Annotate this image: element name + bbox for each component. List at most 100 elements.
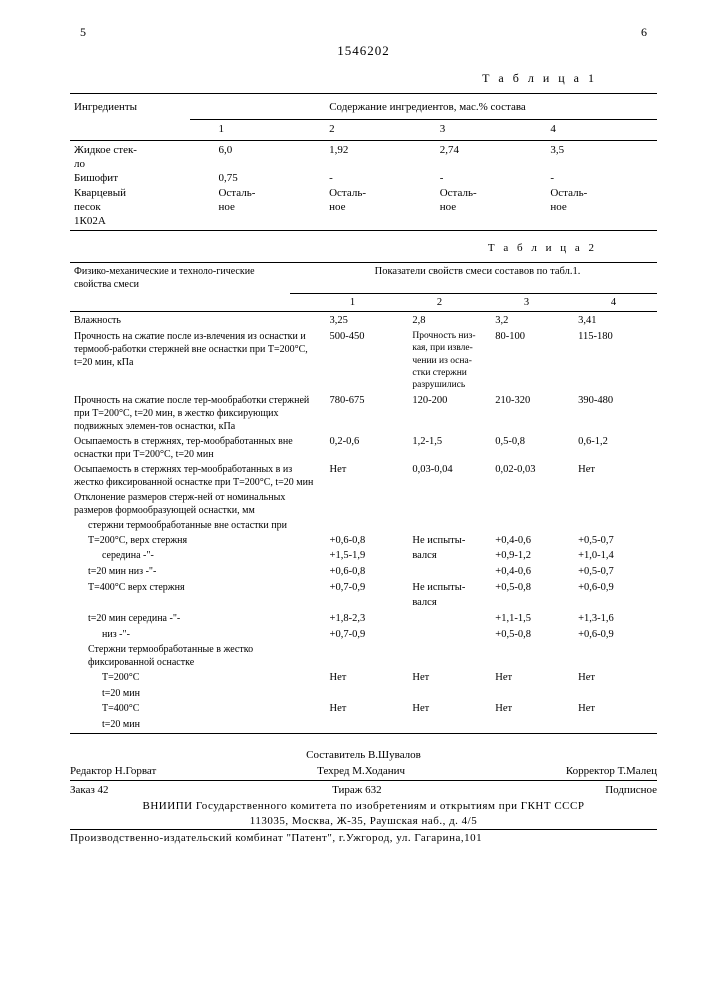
t1-label: Кварцевый xyxy=(70,186,214,200)
t2-val: +0,5-0,8 xyxy=(491,627,574,643)
t2-val xyxy=(491,595,574,611)
t1-label: 1К02А xyxy=(70,214,214,228)
t1-val: 2,74 xyxy=(436,143,547,157)
t2-val: 3,25 xyxy=(326,313,409,329)
t1-val: ное xyxy=(436,200,547,214)
t2-val: Не испыты- xyxy=(408,580,491,596)
t2-val xyxy=(326,595,409,611)
t2-label: Осыпаемость в стержнях тер-мообработанны… xyxy=(70,462,326,490)
rule xyxy=(70,230,657,231)
footer: Составитель В.Шувалов Редактор Н.Горват … xyxy=(70,748,657,846)
t1-head-left: Ингредиенты xyxy=(70,96,198,118)
rule xyxy=(70,829,657,830)
t2-val xyxy=(326,717,409,732)
t2-label: t=20 мин середина -"- xyxy=(70,611,326,627)
t1-val: ное xyxy=(325,200,436,214)
order-num: Заказ 42 xyxy=(70,783,109,797)
t2-val: 500-450 xyxy=(326,329,409,393)
t2-label: Прочность на сжатие после тер-мообработк… xyxy=(70,393,326,434)
t1-val: Осталь- xyxy=(546,186,657,200)
t2-val xyxy=(491,717,574,732)
t2-val: +0,7-0,9 xyxy=(326,627,409,643)
table1-cols: 1 2 3 4 xyxy=(70,121,657,137)
t2-val xyxy=(408,564,491,580)
t2-val: 780-675 xyxy=(326,393,409,434)
t2-val: +0,4-0,6 xyxy=(491,533,574,549)
t2-val xyxy=(491,686,574,701)
t2-label: Т=200°С xyxy=(70,670,326,686)
rule xyxy=(190,119,657,120)
t2-val: 210-320 xyxy=(491,393,574,434)
t2-val xyxy=(408,611,491,627)
t1-val xyxy=(325,157,436,171)
t2-val xyxy=(574,518,657,533)
page-num-left: 5 xyxy=(80,25,86,41)
t1-val xyxy=(214,157,325,171)
t2-val: Нет xyxy=(574,462,657,490)
t1-col: 2 xyxy=(325,121,436,137)
tirazh: Тираж 632 xyxy=(332,783,382,797)
t2-col: 2 xyxy=(396,295,483,311)
t1-val xyxy=(436,157,547,171)
t2-val: +0,5-0,7 xyxy=(574,564,657,580)
t1-val: Осталь- xyxy=(325,186,436,200)
t1-head-right: Содержание ингредиентов, мас.% состава xyxy=(198,96,657,118)
t2-val: 0,6-1,2 xyxy=(574,434,657,462)
table1: Ингредиенты Содержание ингредиентов, мас… xyxy=(70,96,657,118)
t2-val: +0,7-0,9 xyxy=(326,580,409,596)
table2-cols: 1 2 3 4 xyxy=(70,295,657,311)
t2-val xyxy=(491,518,574,533)
t2-label: t=20 мин низ -"- xyxy=(70,564,326,580)
t2-label: Отклонение размеров стерж-ней от номинал… xyxy=(70,490,326,518)
t2-val: Нет xyxy=(326,701,409,717)
spacer xyxy=(70,121,214,137)
t1-val xyxy=(214,214,325,228)
t2-val: +0,6-0,9 xyxy=(574,627,657,643)
t2-val xyxy=(574,686,657,701)
t2-val xyxy=(408,686,491,701)
t2-val: +1,8-2,3 xyxy=(326,611,409,627)
corrector: Корректор Т.Малец xyxy=(566,764,657,778)
t2-label: Т=400°С xyxy=(70,701,326,717)
t2-label: стержни термообработанные вне остастки п… xyxy=(70,518,326,533)
table1-title: Т а б л и ц а 1 xyxy=(70,71,597,87)
t2-val: +0,6-0,8 xyxy=(326,533,409,549)
t1-val: Осталь- xyxy=(436,186,547,200)
t1-val xyxy=(546,214,657,228)
t2-val xyxy=(574,717,657,732)
t1-label: ло xyxy=(70,157,214,171)
t2-label: t=20 мин xyxy=(70,717,326,732)
t2-val: Нет xyxy=(491,701,574,717)
t2-label: Стержни термообработанные в жестко фикси… xyxy=(70,642,326,670)
t2-val: +1,0-1,4 xyxy=(574,548,657,564)
t2-val xyxy=(491,642,574,670)
t2-val xyxy=(574,490,657,518)
t2-val: +1,5-1,9 xyxy=(326,548,409,564)
editor: Редактор Н.Горват xyxy=(70,764,156,778)
t2-col: 4 xyxy=(570,295,657,311)
t2-val: 3,41 xyxy=(574,313,657,329)
t1-val xyxy=(325,214,436,228)
t2-label: Т=400°С верх стержня xyxy=(70,580,326,596)
t2-val: вался xyxy=(408,548,491,564)
t2-head-right: Показатели свойств смеси составов по таб… xyxy=(298,264,657,292)
t2-val: +0,5-0,7 xyxy=(574,533,657,549)
t1-val: 6,0 xyxy=(214,143,325,157)
subscr: Подписное xyxy=(605,783,657,797)
t2-val xyxy=(326,686,409,701)
t2-val: +0,5-0,8 xyxy=(491,580,574,596)
t1-col: 3 xyxy=(436,121,547,137)
t2-val xyxy=(408,717,491,732)
rule xyxy=(70,262,657,263)
t2-val xyxy=(574,595,657,611)
t2-val: вался xyxy=(408,595,491,611)
t2-label: Т=200°С, верх стержня xyxy=(70,533,326,549)
table1-body: Жидкое стек-6,01,922,743,5лоБишофит0,75-… xyxy=(70,143,657,229)
t1-val: - xyxy=(436,171,547,185)
t2-val: 1,2-1,5 xyxy=(408,434,491,462)
t1-col: 1 xyxy=(214,121,325,137)
addr1: 113035, Москва, Ж-35, Раушская наб., д. … xyxy=(70,814,657,828)
rule xyxy=(290,293,657,294)
t2-val: 0,2-0,6 xyxy=(326,434,409,462)
t2-label xyxy=(70,595,326,611)
